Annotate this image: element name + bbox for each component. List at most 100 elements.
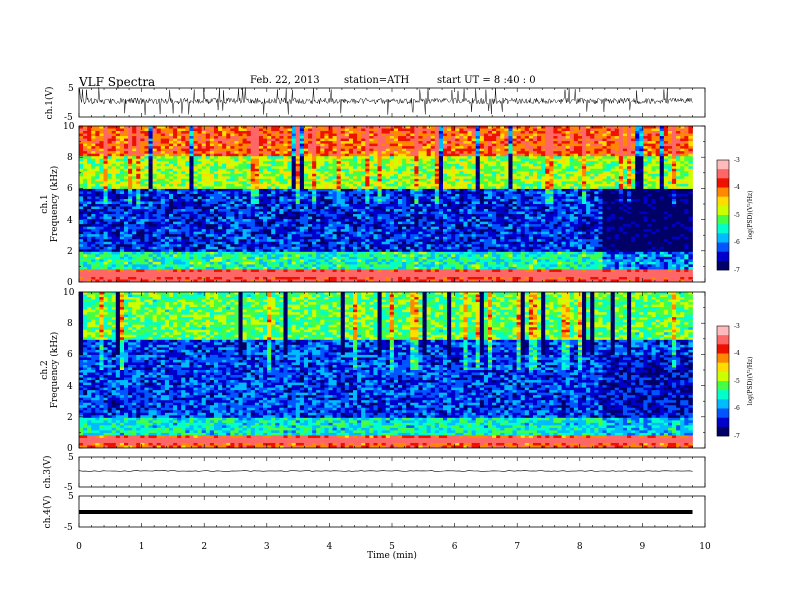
spectrogram-cell (385, 178, 391, 182)
spectrogram-cell (213, 221, 219, 225)
spectrogram-cell (119, 254, 125, 258)
spectrogram-cell (83, 168, 88, 172)
spectrogram-cell (205, 143, 211, 147)
spectrogram-cell (136, 226, 141, 230)
spectrogram-cell (340, 196, 346, 200)
spectrogram-cell (173, 191, 178, 195)
spectrogram-cell (136, 246, 141, 250)
spectrogram-cell (136, 219, 141, 223)
spectrogram-cell (168, 229, 174, 233)
spectrogram-cell (287, 274, 293, 278)
spectrogram-cell (316, 148, 321, 152)
spectrogram-cell (275, 173, 280, 177)
spectrogram-cell (230, 168, 235, 172)
spectrogram-cell (332, 216, 338, 220)
spectrogram-cell (193, 239, 199, 243)
spectrogram-cell (381, 186, 387, 190)
spectrogram-cell (377, 168, 383, 172)
spectrogram-cell (160, 196, 166, 200)
spectrogram-cell (369, 151, 374, 155)
spectrogram-cell (381, 188, 387, 192)
spectrogram-cell (87, 266, 92, 270)
spectrogram-cell (119, 173, 125, 177)
spectrogram-cell (316, 158, 321, 162)
spectrogram-cell (156, 259, 162, 263)
spectrogram-cell (365, 241, 370, 245)
spectrogram-cell (205, 198, 211, 202)
spectrogram-cell (258, 141, 264, 145)
spectrogram-cell (385, 224, 391, 228)
spectrogram-cell (275, 216, 280, 220)
spectrogram-cell (254, 171, 260, 175)
spectrogram-cell (144, 151, 149, 155)
spectrogram-cell (242, 158, 248, 162)
spectrogram-cell (398, 193, 403, 197)
spectrogram-cell (152, 236, 158, 240)
spectrogram-cell (136, 274, 141, 278)
spectrogram-cell (205, 254, 211, 258)
spectrogram-cell (205, 193, 211, 197)
spectrogram-cell (250, 274, 256, 278)
spectrogram-cell (119, 126, 125, 129)
spectrogram-cell (242, 241, 248, 245)
spectrogram-cell (373, 193, 378, 197)
spectrogram-cell (312, 153, 317, 157)
spectrogram-cell (136, 211, 141, 215)
spectrogram-cell (291, 181, 297, 185)
spectrogram-cell (373, 259, 378, 263)
spectrogram-cell (332, 151, 338, 155)
spectrogram-cell (340, 274, 346, 278)
spectrogram-cell (201, 214, 207, 217)
spectrogram-cell (91, 259, 96, 263)
spectrogram-cell (398, 148, 403, 152)
spectrogram-cell (283, 271, 288, 275)
spectrogram-cell (168, 141, 174, 145)
spectrogram-cell (344, 264, 350, 268)
spectrogram-cell (164, 204, 170, 207)
spectrogram-cell (377, 224, 383, 228)
spectrogram-cell (193, 269, 199, 273)
spectrogram-cell (152, 204, 158, 207)
spectrogram-cell (103, 276, 109, 280)
spectrogram-cell (185, 261, 190, 265)
spectrogram-cell (320, 204, 325, 207)
spectrogram-cell (95, 261, 100, 265)
spectrogram-cell (287, 254, 293, 258)
spectrogram-cell (181, 143, 186, 147)
spectrogram-cell (381, 269, 387, 273)
spectrogram-cell (389, 198, 395, 202)
spectrogram-cell (275, 156, 280, 160)
spectrogram-cell (340, 226, 346, 230)
spectrogram-cell (369, 168, 374, 172)
spectrogram-cell (258, 183, 264, 187)
spectrogram-cell (177, 156, 182, 160)
spectrogram-cell (267, 171, 272, 175)
spectrogram-cell (123, 156, 129, 160)
spectrogram-cell (148, 196, 154, 200)
spectrogram-cell (201, 156, 207, 160)
spectrogram-cell (87, 219, 92, 223)
spectrogram-cell (136, 251, 141, 255)
spectrogram-cell (291, 178, 297, 182)
spectrogram-cell (83, 226, 88, 230)
spectrogram-cell (226, 141, 231, 145)
spectrogram-cell (291, 188, 297, 192)
spectrogram-cell (193, 229, 199, 233)
spectrogram-cell (218, 239, 223, 243)
spectrogram-cell (324, 261, 329, 265)
spectrogram-cell (287, 143, 293, 147)
spectrogram-cell (328, 151, 333, 155)
spectrogram-cell (99, 224, 104, 228)
spectrogram-cell (275, 151, 280, 155)
spectrogram-cell (308, 133, 313, 137)
spectrogram-cell (267, 266, 272, 270)
spectrogram-cell (132, 264, 137, 268)
spectrogram-cell (209, 271, 215, 275)
spectrogram-cell (213, 224, 219, 228)
spectrogram-cell (344, 156, 350, 160)
spectrogram-cell (99, 201, 104, 205)
spectrogram-cell (181, 274, 186, 278)
spectrogram-cell (398, 186, 403, 190)
spectrogram-cell (271, 204, 276, 207)
spectrogram-cell (291, 241, 297, 245)
